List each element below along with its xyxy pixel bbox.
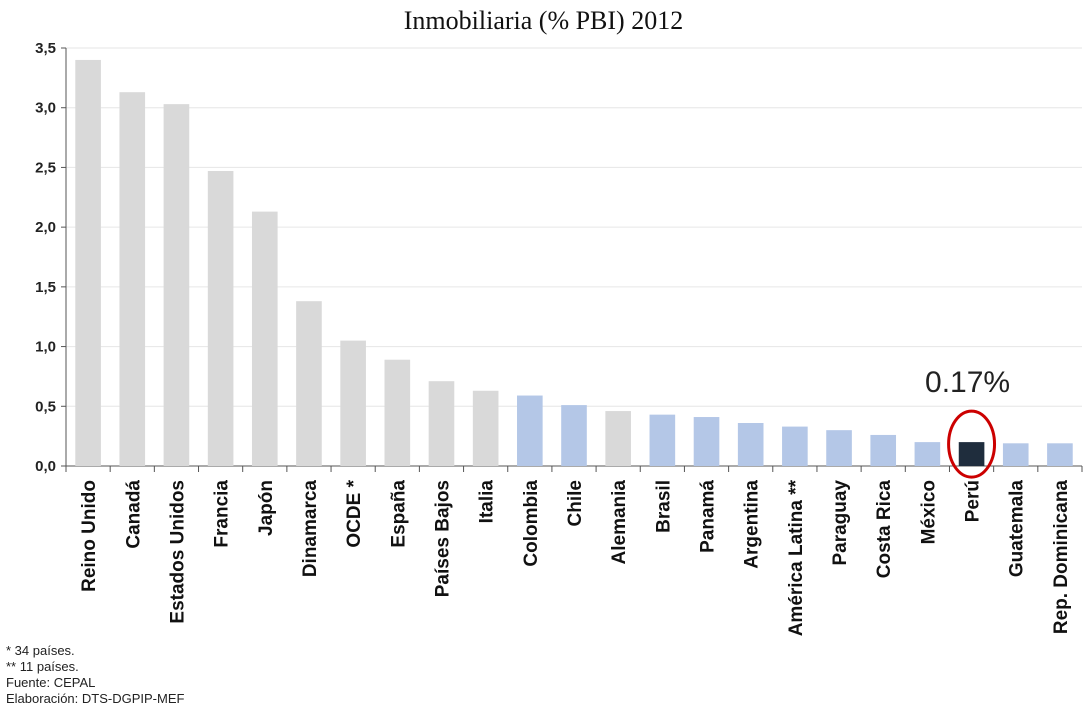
x-category-label: Italia (477, 480, 498, 524)
x-category-label: Chile (565, 480, 586, 526)
bar-3 (207, 171, 234, 467)
x-category-label: OCDE * (344, 479, 365, 547)
x-category-label: Japón (256, 480, 277, 536)
y-tick-label: 1,5 (35, 279, 56, 296)
x-category-label: Guatemala (1007, 480, 1028, 578)
x-category-label: América Latina ** (786, 479, 807, 636)
bar-13 (649, 414, 676, 466)
bar-20 (958, 442, 985, 466)
footnote-america-latina: ** 11 países. (6, 659, 79, 674)
bar-15 (737, 423, 764, 466)
bar-21 (1002, 443, 1029, 466)
chart-title: Inmobiliaria (% PBI) 2012 (403, 6, 684, 35)
footnote-elaboration: Elaboración: DTS-DGPIP-MEF (6, 691, 185, 706)
bar-1 (119, 92, 146, 466)
x-category-label: Colombia (521, 480, 542, 567)
bar-5 (296, 301, 322, 466)
bar-11 (561, 405, 587, 466)
y-tick-label: 3,5 (35, 40, 56, 57)
bar-19 (914, 442, 941, 466)
y-tick-label: 3,0 (35, 100, 56, 117)
y-tick-label: 0,0 (35, 458, 56, 475)
bar-16 (782, 426, 808, 466)
y-tick-label: 2,5 (35, 159, 56, 176)
footnotes: * 34 países. ** 11 países. Fuente: CEPAL… (6, 643, 184, 707)
x-category-label: Brasil (653, 480, 674, 533)
x-category-label: Canadá (123, 480, 144, 549)
x-category-label: Estados Unidos (167, 480, 188, 624)
x-category-label: Rep. Dominicana (1051, 480, 1072, 635)
x-category-label: Reino Unido (79, 480, 100, 592)
bar-9 (472, 390, 499, 466)
x-category-label: Argentina (742, 480, 763, 569)
bar-14 (693, 417, 720, 466)
x-category-label: Francia (212, 480, 233, 548)
bar-0 (75, 59, 101, 466)
bar-6 (340, 340, 366, 466)
y-tick-label: 2,0 (35, 219, 56, 236)
x-category-label: Costa Rica (874, 480, 895, 579)
bar-12 (605, 411, 631, 466)
x-category-label: España (388, 480, 409, 548)
y-tick-label: 0,5 (35, 398, 56, 415)
footnote-source: Fuente: CEPAL (6, 675, 96, 690)
x-category-label: México (918, 480, 939, 544)
bar-4 (251, 211, 278, 466)
x-category-label: Dinamarca (300, 480, 321, 578)
bar-17 (826, 430, 852, 466)
annotation-value-label: 0.17% (925, 366, 1010, 399)
bar-18 (870, 434, 897, 466)
bar-22 (1047, 443, 1073, 466)
x-category-label: Paraguay (830, 480, 851, 566)
highlight-circle (947, 409, 997, 479)
x-category-label: Alemania (609, 480, 630, 565)
bar-8 (428, 381, 455, 466)
x-category-label: Países Bajos (432, 480, 453, 597)
bar-7 (384, 359, 411, 466)
y-tick-label: 1,0 (35, 339, 56, 356)
bar-2 (163, 104, 190, 466)
x-category-label: Perú (963, 480, 984, 522)
bar-10 (517, 395, 543, 466)
footnote-ocde: * 34 países. (6, 643, 75, 658)
x-category-label: Panamá (698, 480, 719, 553)
